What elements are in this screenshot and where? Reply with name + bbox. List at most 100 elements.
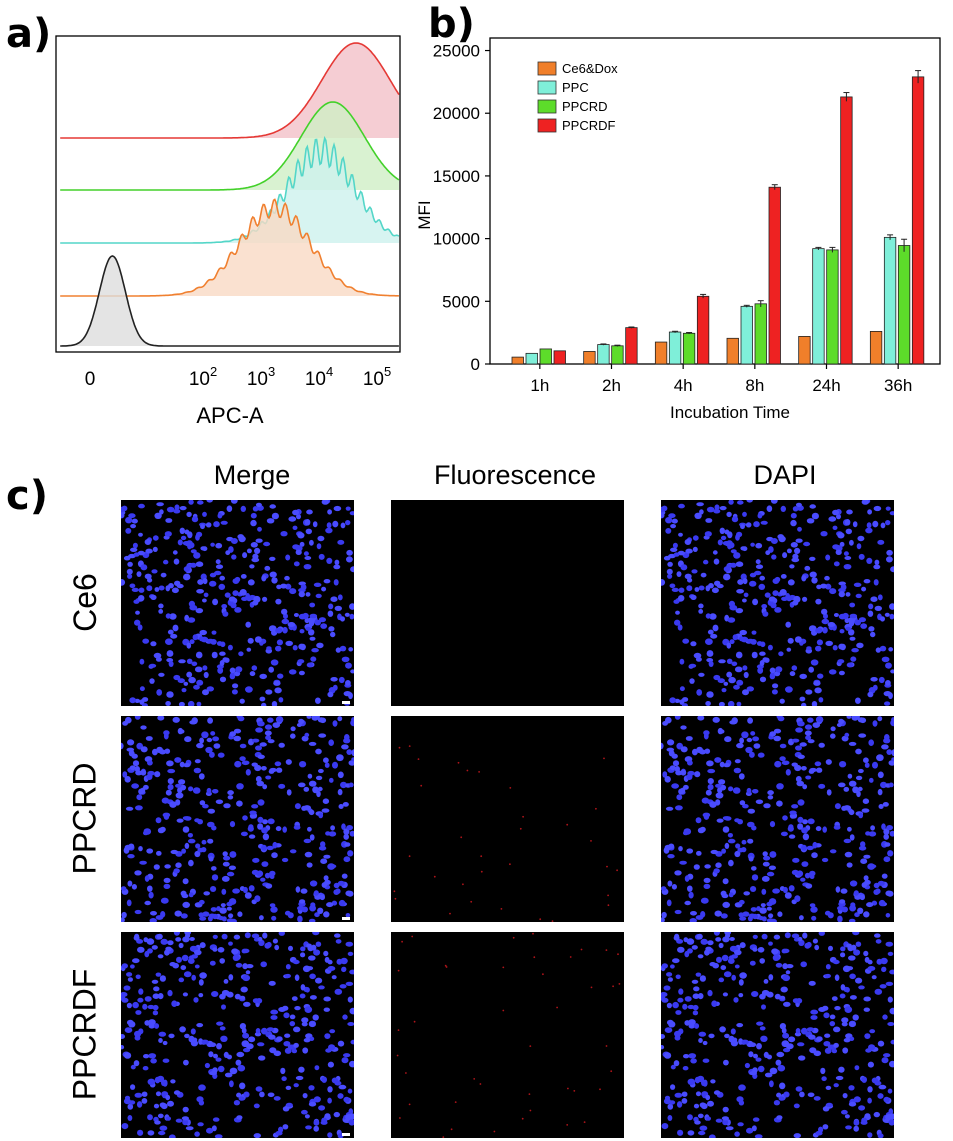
cell-nucleus	[121, 512, 125, 519]
cell-nucleus	[752, 598, 759, 606]
cell-nucleus	[128, 750, 135, 757]
cell-nucleus	[674, 766, 680, 772]
cell-nucleus	[681, 1098, 688, 1104]
cell-nucleus	[323, 996, 331, 1002]
cell-nucleus	[152, 546, 158, 552]
tick-superscript: 2	[210, 364, 217, 379]
cell-nucleus	[223, 979, 229, 984]
cell-nucleus	[791, 933, 800, 939]
cell-nucleus	[232, 590, 239, 596]
cell-nucleus	[300, 946, 306, 952]
cell-nucleus	[761, 875, 770, 882]
bar	[525, 352, 538, 365]
fluorescence-spot	[533, 956, 536, 959]
cell-nucleus	[673, 599, 680, 604]
cell-nucleus	[778, 651, 784, 657]
cell-nucleus	[709, 801, 717, 808]
cell-nucleus	[789, 671, 796, 677]
histogram-tick-label: 0	[85, 369, 96, 390]
fluorescence-spot	[590, 986, 593, 989]
cell-nucleus	[264, 724, 273, 730]
cell-nucleus	[672, 542, 678, 549]
cell-nucleus	[849, 539, 854, 546]
cell-nucleus	[207, 838, 214, 844]
cell-nucleus	[764, 1072, 773, 1078]
cell-nucleus	[861, 1076, 867, 1083]
cell-nucleus	[820, 1067, 826, 1075]
cell-nucleus	[324, 956, 330, 963]
cell-nucleus	[720, 913, 728, 919]
fluorescence-spot	[529, 1109, 532, 1112]
cell-nucleus	[777, 1064, 786, 1072]
cell-nucleus	[253, 1103, 260, 1109]
cell-nucleus	[127, 977, 133, 982]
cell-nucleus	[173, 868, 180, 874]
cell-nucleus	[246, 548, 252, 554]
cell-nucleus	[761, 991, 770, 996]
cell-nucleus	[167, 629, 174, 635]
cell-nucleus	[713, 558, 720, 565]
cell-nucleus	[236, 783, 244, 790]
cell-nucleus	[702, 1040, 708, 1046]
cell-nucleus	[217, 1065, 225, 1073]
cell-nucleus	[843, 786, 850, 792]
cell-nucleus	[757, 512, 763, 519]
cell-nucleus	[715, 1118, 723, 1123]
x-tick-label: 8h	[745, 376, 764, 395]
cell-nucleus	[759, 907, 767, 914]
cell-nucleus	[159, 749, 167, 755]
cell-nucleus	[785, 769, 791, 776]
cell-nucleus	[713, 1090, 721, 1095]
cell-nucleus	[163, 877, 171, 883]
cell-nucleus	[299, 629, 305, 634]
cell-nucleus	[337, 1093, 344, 1099]
cell-nucleus	[144, 875, 150, 882]
cell-nucleus	[891, 757, 894, 762]
cell-nucleus	[275, 627, 283, 634]
cell-nucleus	[280, 583, 288, 589]
cell-nucleus	[288, 516, 297, 522]
cell-nucleus	[238, 1096, 245, 1101]
cell-nucleus	[241, 1027, 247, 1034]
cell-nucleus	[825, 1085, 832, 1090]
cell-nucleus	[722, 901, 730, 908]
cell-nucleus	[885, 680, 891, 686]
cell-nucleus	[785, 964, 794, 969]
cell-nucleus	[126, 747, 135, 752]
cell-nucleus	[308, 617, 316, 624]
cell-nucleus	[151, 569, 158, 574]
cell-nucleus	[293, 1042, 299, 1048]
cell-nucleus	[282, 826, 287, 833]
cell-nucleus	[121, 506, 125, 513]
cell-nucleus	[266, 646, 272, 651]
cell-nucleus	[667, 1115, 673, 1121]
cell-nucleus	[707, 768, 716, 774]
cell-nucleus	[751, 991, 759, 997]
cell-nucleus	[749, 960, 756, 966]
cell-nucleus	[262, 932, 268, 939]
cell-nucleus	[163, 732, 169, 740]
cell-nucleus	[319, 894, 325, 901]
cell-nucleus	[722, 992, 728, 997]
cell-nucleus	[692, 993, 700, 999]
cell-nucleus	[342, 802, 349, 807]
cell-nucleus	[215, 542, 223, 549]
cell-nucleus	[721, 1116, 729, 1121]
cell-nucleus	[229, 667, 236, 674]
cell-nucleus	[726, 658, 733, 664]
cell-nucleus	[844, 1114, 850, 1119]
cell-nucleus	[692, 748, 698, 756]
cell-nucleus	[285, 640, 293, 646]
histogram-curve	[60, 101, 400, 191]
cell-nucleus	[188, 1035, 195, 1043]
cell-nucleus	[769, 667, 776, 674]
cell-nucleus	[678, 788, 684, 795]
cell-nucleus	[770, 602, 777, 609]
cell-nucleus	[300, 984, 306, 991]
fluorescence-spot	[454, 1101, 457, 1103]
cell-nucleus	[768, 865, 776, 871]
cell-nucleus	[818, 742, 825, 748]
cell-nucleus	[883, 738, 891, 744]
cell-nucleus	[255, 538, 263, 543]
cell-nucleus	[341, 1057, 349, 1064]
